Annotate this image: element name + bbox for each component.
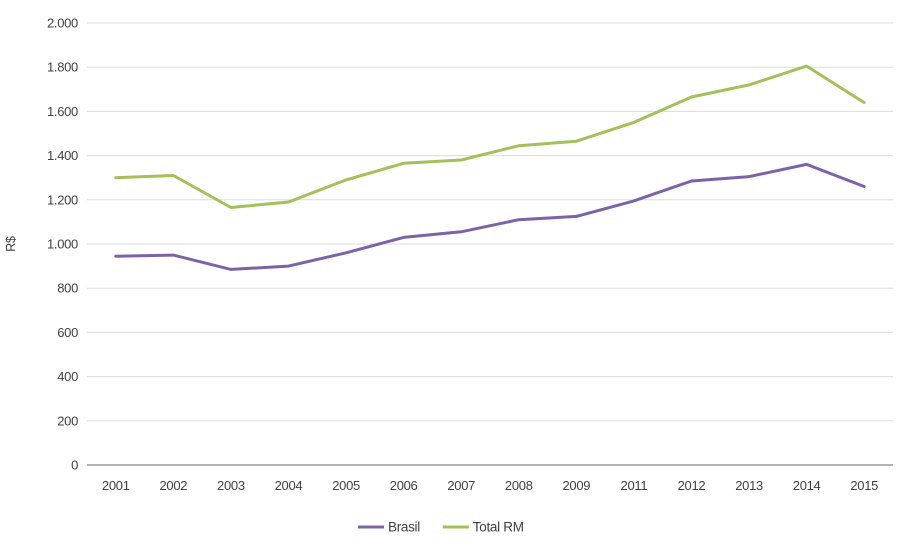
x-tick-label: 2013: [735, 478, 763, 493]
series-line-brasil: [114, 162, 866, 271]
x-tick-label: 2002: [159, 478, 187, 493]
series-lines-group: [114, 64, 866, 271]
y-tick-label: 600: [57, 325, 78, 340]
legend-label-brasil: Brasil: [388, 520, 420, 535]
x-tick-label: 2005: [332, 478, 360, 493]
x-tick-label: 2006: [390, 478, 418, 493]
y-tick-label: 0: [71, 458, 78, 473]
y-tick-label: 1.800: [47, 60, 78, 75]
x-tick-label: 2015: [850, 478, 878, 493]
y-tick-label: 2.000: [47, 16, 78, 31]
x-tick-label: 2012: [678, 478, 706, 493]
y-axis-title: R$: [4, 236, 18, 252]
y-tick-label: 200: [57, 413, 78, 428]
x-axis-tick-labels: 2001 2002 2003 2004 2005 2006 2007 2008 2009 2011…: [102, 478, 879, 493]
x-tick-label: 2014: [793, 478, 821, 493]
legend-item-total-rm: Total RM: [442, 520, 524, 535]
gridlines-group: [87, 22, 893, 466]
y-tick-label: 800: [57, 281, 78, 296]
x-tick-label: 2008: [505, 478, 533, 493]
series-line-total-rm: [114, 64, 866, 209]
chart-legend: Brasil Total RM: [358, 520, 524, 535]
x-tick-label: 2011: [621, 478, 648, 493]
y-tick-label: 1.600: [47, 104, 78, 119]
legend-label-total-rm: Total RM: [473, 520, 524, 535]
x-tick-label: 2001: [102, 478, 130, 493]
x-tick-label: 2003: [217, 478, 245, 493]
y-tick-label: 1.200: [47, 192, 78, 207]
x-tick-label: 2007: [447, 478, 475, 493]
x-tick-label: 2009: [562, 478, 590, 493]
x-tick-label: 2004: [275, 478, 303, 493]
legend-item-brasil: Brasil: [358, 520, 421, 535]
y-tick-label: 1.400: [47, 148, 78, 163]
y-tick-label: 1.000: [47, 237, 78, 252]
y-tick-label: 400: [57, 369, 78, 384]
y-axis-tick-labels: 0 200 400 600 800 1.000 1.200 1.400 1.600 1.800 2.…: [47, 16, 78, 473]
